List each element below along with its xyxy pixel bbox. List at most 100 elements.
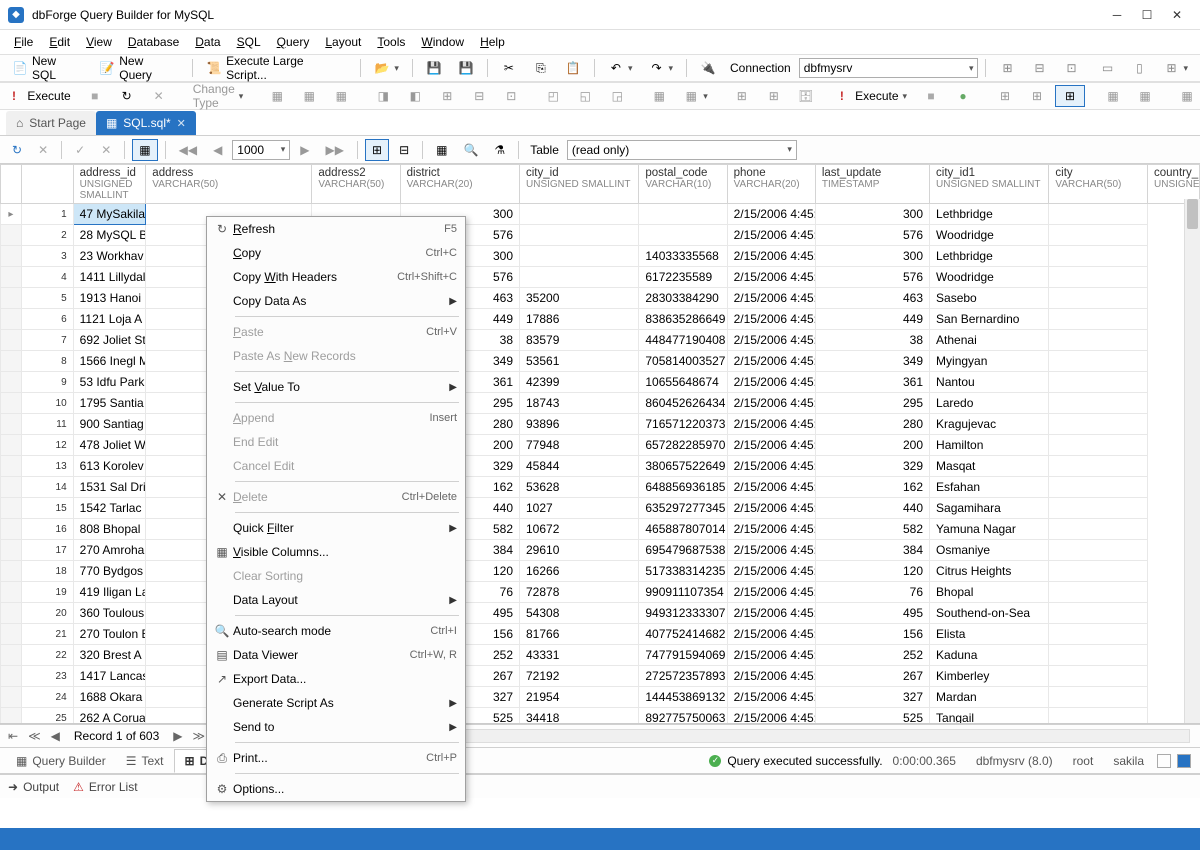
execute2-button[interactable]: ! Execute▾ (834, 85, 913, 107)
gt-rollback[interactable]: ✕ (95, 139, 117, 161)
menu-query[interactable]: Query (269, 32, 318, 52)
menu-view[interactable]: View (78, 32, 120, 52)
nav-next[interactable]: ▶ (171, 729, 184, 743)
new-query-button[interactable]: 📝New Query (93, 57, 185, 79)
table-row[interactable]: 241688 OkaraBorder Prov32721954144453869… (1, 687, 1200, 708)
ctx-send-to[interactable]: Send to▶ (207, 715, 465, 739)
tab-text[interactable]: ☰Text (116, 750, 174, 772)
ctx-print-[interactable]: ⎙Print...Ctrl+P (207, 746, 465, 770)
table-row[interactable]: 101795 Santia295187438604526264342/15/20… (1, 393, 1200, 414)
tab-start-page[interactable]: ⌂Start Page (6, 111, 96, 135)
t2-18[interactable]: ⊞ (1023, 85, 1051, 107)
error-list-button[interactable]: ⚠Error List (73, 780, 137, 794)
t2-11[interactable]: ◲ (603, 85, 631, 107)
table-row[interactable]: 13613 Korolev329458443806575226492/15/20… (1, 456, 1200, 477)
table-row[interactable]: 7692 Joliet St38835794484771904082/15/20… (1, 330, 1200, 351)
ctx-generate-script-as[interactable]: Generate Script As▶ (207, 691, 465, 715)
t2-8[interactable]: ⊡ (497, 85, 525, 107)
menu-tools[interactable]: Tools (369, 32, 413, 52)
ctx-refresh[interactable]: ↻RefreshF5 (207, 217, 465, 241)
minimize-button[interactable]: ─ (1102, 0, 1132, 30)
delete-button[interactable]: ✕ (145, 85, 173, 107)
t2-9[interactable]: ◰ (539, 85, 567, 107)
new-sql-button[interactable]: 📄New SQL (6, 57, 89, 79)
table-combo[interactable]: (read only)▾ (567, 140, 797, 160)
table-row[interactable]: 61121 Loja A449178868386352866492/15/200… (1, 309, 1200, 330)
t2-15[interactable]: ⊞ (760, 85, 788, 107)
gt-filter[interactable]: ⚗ (488, 139, 511, 161)
t2-20[interactable]: ▦ (1099, 85, 1127, 107)
paste-button[interactable]: 📋 (559, 57, 587, 79)
gt-grid-mode[interactable]: ▦ (132, 139, 157, 161)
ctx-options-[interactable]: ⚙Options... (207, 777, 465, 801)
table-row[interactable]: 22320 Brest A252433317477915940692/15/20… (1, 645, 1200, 666)
nav-prev[interactable]: ◀ (49, 729, 62, 743)
t2-10[interactable]: ◱ (571, 85, 599, 107)
nav-next-page[interactable]: ≫ (190, 729, 207, 743)
t2-circle[interactable]: ● (949, 85, 977, 107)
stop-button[interactable]: ■ (81, 85, 109, 107)
table-row[interactable]: 81566 Inegl M349535617058140035272/15/20… (1, 351, 1200, 372)
col-header-address_id[interactable]: address_idUNSIGNED SMALLINT (73, 165, 146, 204)
maximize-button[interactable]: ☐ (1132, 0, 1162, 30)
col-header-city[interactable]: cityVARCHAR(50) (1049, 165, 1148, 204)
tab-query-builder[interactable]: ▦Query Builder (6, 750, 116, 772)
table-row[interactable]: 141531 Sal Dri162536286488569361852/15/2… (1, 477, 1200, 498)
save-button[interactable]: 💾 (420, 57, 448, 79)
t2-1[interactable]: ▦ (263, 85, 291, 107)
col-header-city_id1[interactable]: city_id1UNSIGNED SMALLINT (930, 165, 1049, 204)
t2-16[interactable]: 🗄 (792, 85, 820, 107)
ctx-set-value-to[interactable]: Set Value To▶ (207, 375, 465, 399)
menu-window[interactable]: Window (413, 32, 472, 52)
layout-btn-3[interactable]: ⊞▾ (1157, 57, 1194, 79)
execute-script-button[interactable]: 📜Execute Large Script... (200, 57, 353, 79)
ctx-data-layout[interactable]: Data Layout▶ (207, 588, 465, 612)
gt-col[interactable]: ▦ (430, 139, 453, 161)
menu-sql[interactable]: SQL (229, 32, 269, 52)
t2-19[interactable]: ⊞ (1055, 85, 1085, 107)
gt-first[interactable]: ◀◀ (173, 139, 203, 161)
menu-database[interactable]: Database (120, 32, 187, 52)
t2-12[interactable]: ▦ (645, 85, 673, 107)
ctx-copy[interactable]: CopyCtrl+C (207, 241, 465, 265)
t2-stop2[interactable]: ■ (917, 85, 945, 107)
gt-commit[interactable]: ✓ (69, 139, 91, 161)
col-header-address[interactable]: addressVARCHAR(50) (146, 165, 312, 204)
status-box1[interactable] (1157, 754, 1171, 768)
col-header-phone[interactable]: phoneVARCHAR(20) (727, 165, 815, 204)
row-limit-combo[interactable]: 1000▾ (232, 140, 290, 160)
t2-14[interactable]: ⊞ (728, 85, 756, 107)
ctx-export-data-[interactable]: ↗Export Data... (207, 667, 465, 691)
table-row[interactable]: 21270 Toulon B156817664077524146822/15/2… (1, 624, 1200, 645)
table-row[interactable]: 323 Workhav300140333355682/15/2006 4:45:… (1, 246, 1200, 267)
gt-last[interactable]: ▶▶ (320, 139, 350, 161)
execute-button[interactable]: ! Execute (6, 85, 77, 107)
open-button[interactable]: 📂▾ (368, 57, 405, 79)
table-row[interactable]: 228 MySQL B5762/15/2006 4:45:30 AM576Woo… (1, 225, 1200, 246)
close-button[interactable]: ✕ (1162, 0, 1192, 30)
col-header-district[interactable]: districtVARCHAR(20) (400, 165, 519, 204)
table-row[interactable]: 953 Idfu Park36142399106556486742/15/200… (1, 372, 1200, 393)
t2-21[interactable]: ▦ (1131, 85, 1159, 107)
table-row[interactable]: 17270 Amroha384296106954796875382/15/200… (1, 540, 1200, 561)
tool-btn-2[interactable]: ⊟ (1025, 57, 1053, 79)
t2-5[interactable]: ◧ (401, 85, 429, 107)
t2-7[interactable]: ⊟ (465, 85, 493, 107)
t2-2[interactable]: ▦ (295, 85, 323, 107)
col-header-country_[interactable]: country_UNSIGNE (1148, 165, 1200, 204)
connection-icon-button[interactable]: 🔌 (694, 57, 722, 79)
undo-button[interactable]: ↶▾ (602, 57, 639, 79)
menu-file[interactable]: File (6, 32, 41, 52)
tool-btn-3[interactable]: ⊡ (1057, 57, 1085, 79)
redo-button[interactable]: ↷▾ (642, 57, 679, 79)
vertical-scrollbar[interactable] (1184, 199, 1200, 723)
ctx-quick-filter[interactable]: Quick Filter▶ (207, 516, 465, 540)
ctx-auto-search-mode[interactable]: 🔍Auto-search modeCtrl+I (207, 619, 465, 643)
tab-sql[interactable]: ▦SQL.sql*✕ (96, 111, 196, 135)
change-type-button[interactable]: Change Type▾ (187, 85, 250, 107)
copy-button[interactable]: ⎘ (527, 57, 555, 79)
output-panel-button[interactable]: ➜Output (8, 780, 59, 794)
table-row[interactable]: 19419 Iligan Laadesh76728789909111073542… (1, 582, 1200, 603)
menu-edit[interactable]: Edit (41, 32, 78, 52)
gt-next[interactable]: ▶ (294, 139, 315, 161)
